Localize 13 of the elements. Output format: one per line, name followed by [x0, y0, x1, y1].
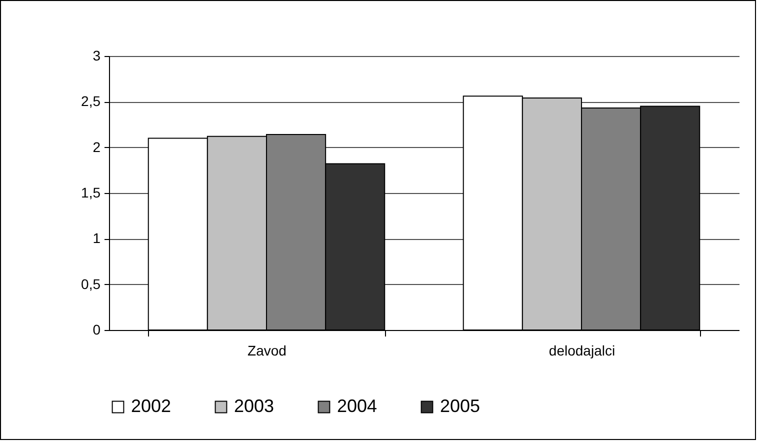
x-tick-label: Zavod	[248, 342, 286, 358]
y-tick-label: 0	[92, 322, 101, 338]
y-tick-label: 1	[92, 230, 101, 246]
legend-label: 2003	[234, 396, 274, 416]
y-tick-label: 3	[92, 48, 101, 64]
y-tick-label: 2,5	[81, 93, 101, 110]
y-tick-label: 1,5	[81, 184, 101, 200]
legend-label: 2004	[337, 396, 378, 416]
x-tick-label: delodajalci	[548, 342, 616, 358]
y-tick-label: 0,5	[81, 276, 101, 292]
legend-label: 2005	[440, 396, 480, 416]
legend-label: 2002	[131, 396, 172, 416]
y-tick-label: 2	[92, 138, 101, 155]
